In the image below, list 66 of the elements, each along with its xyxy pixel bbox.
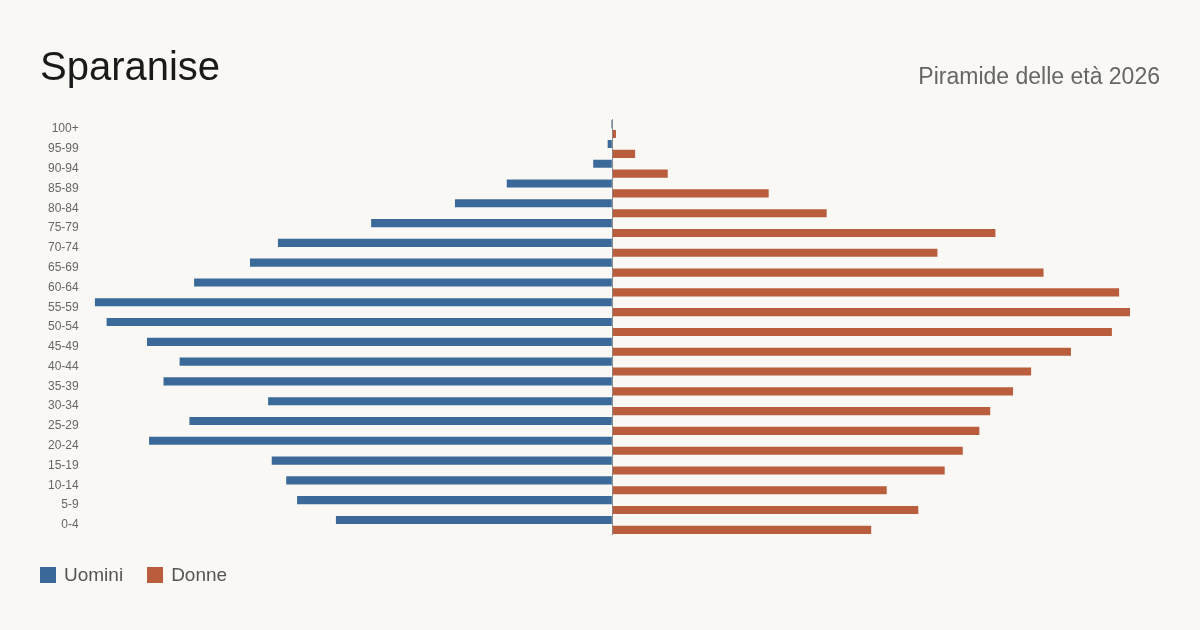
bar	[271, 456, 612, 465]
y-tick-label: 60-64	[47, 279, 80, 294]
bar	[454, 199, 612, 208]
bar	[335, 515, 612, 525]
y-tick-label: 50-54	[47, 319, 80, 334]
bar	[163, 377, 612, 386]
bar	[149, 436, 612, 445]
y-tick-label: 45-49	[47, 339, 80, 354]
bar	[607, 139, 612, 148]
bar	[612, 327, 1112, 337]
y-tick-label: 80-84	[47, 200, 80, 215]
bar	[146, 337, 612, 346]
bar	[194, 278, 612, 287]
y-tick-label: 40-44	[47, 358, 80, 373]
bar	[506, 179, 612, 188]
bar	[612, 446, 963, 455]
bar	[612, 228, 996, 238]
bar	[593, 159, 612, 168]
bar	[277, 238, 612, 247]
bar	[297, 496, 612, 505]
legend-label: Uomini	[64, 564, 124, 586]
bar	[612, 189, 769, 198]
y-tick-label: 85-89	[47, 180, 80, 195]
bar	[612, 347, 1071, 356]
bar	[612, 367, 1032, 376]
bar	[189, 416, 612, 426]
bar	[106, 318, 612, 327]
bar	[612, 387, 1014, 396]
y-tick-label: 100+	[51, 121, 79, 136]
y-tick-label: 90-94	[47, 160, 80, 175]
bar	[612, 248, 938, 257]
bar	[612, 525, 872, 534]
bar	[612, 288, 1120, 297]
y-tick-label: 70-74	[47, 240, 80, 255]
bar	[612, 149, 636, 158]
y-tick-label: 15-19	[47, 457, 80, 472]
y-tick-label: 35-39	[47, 378, 80, 393]
chart-subtitle: Piramide delle età 2026	[918, 62, 1160, 90]
bar	[612, 308, 1130, 317]
bar	[286, 476, 612, 485]
chart-title: Sparanise	[40, 43, 221, 90]
bar	[179, 357, 612, 366]
y-tick-label: 95-99	[47, 141, 80, 156]
bar	[94, 298, 612, 307]
y-tick-label: 75-79	[47, 220, 80, 235]
bar	[371, 219, 612, 228]
y-tick-label: 0-4	[61, 517, 80, 532]
y-tick-label: 30-34	[47, 398, 80, 413]
y-tick-label: 10-14	[47, 477, 80, 492]
bar	[612, 506, 919, 515]
bar	[612, 129, 616, 139]
legend-label: Donne	[171, 564, 228, 586]
y-tick-label: 55-59	[47, 299, 80, 314]
y-tick-label: 25-29	[47, 418, 80, 433]
bar	[612, 169, 668, 178]
y-tick-label: 20-24	[47, 438, 80, 453]
bar	[612, 209, 827, 218]
bar	[612, 426, 980, 435]
bar	[612, 407, 991, 416]
y-tick-label: 65-69	[47, 259, 80, 274]
y-tick-label: 5-9	[61, 497, 80, 512]
bar	[612, 466, 945, 475]
bar	[249, 258, 612, 267]
bar	[612, 268, 1044, 277]
bar	[268, 397, 612, 406]
bar	[612, 486, 887, 495]
